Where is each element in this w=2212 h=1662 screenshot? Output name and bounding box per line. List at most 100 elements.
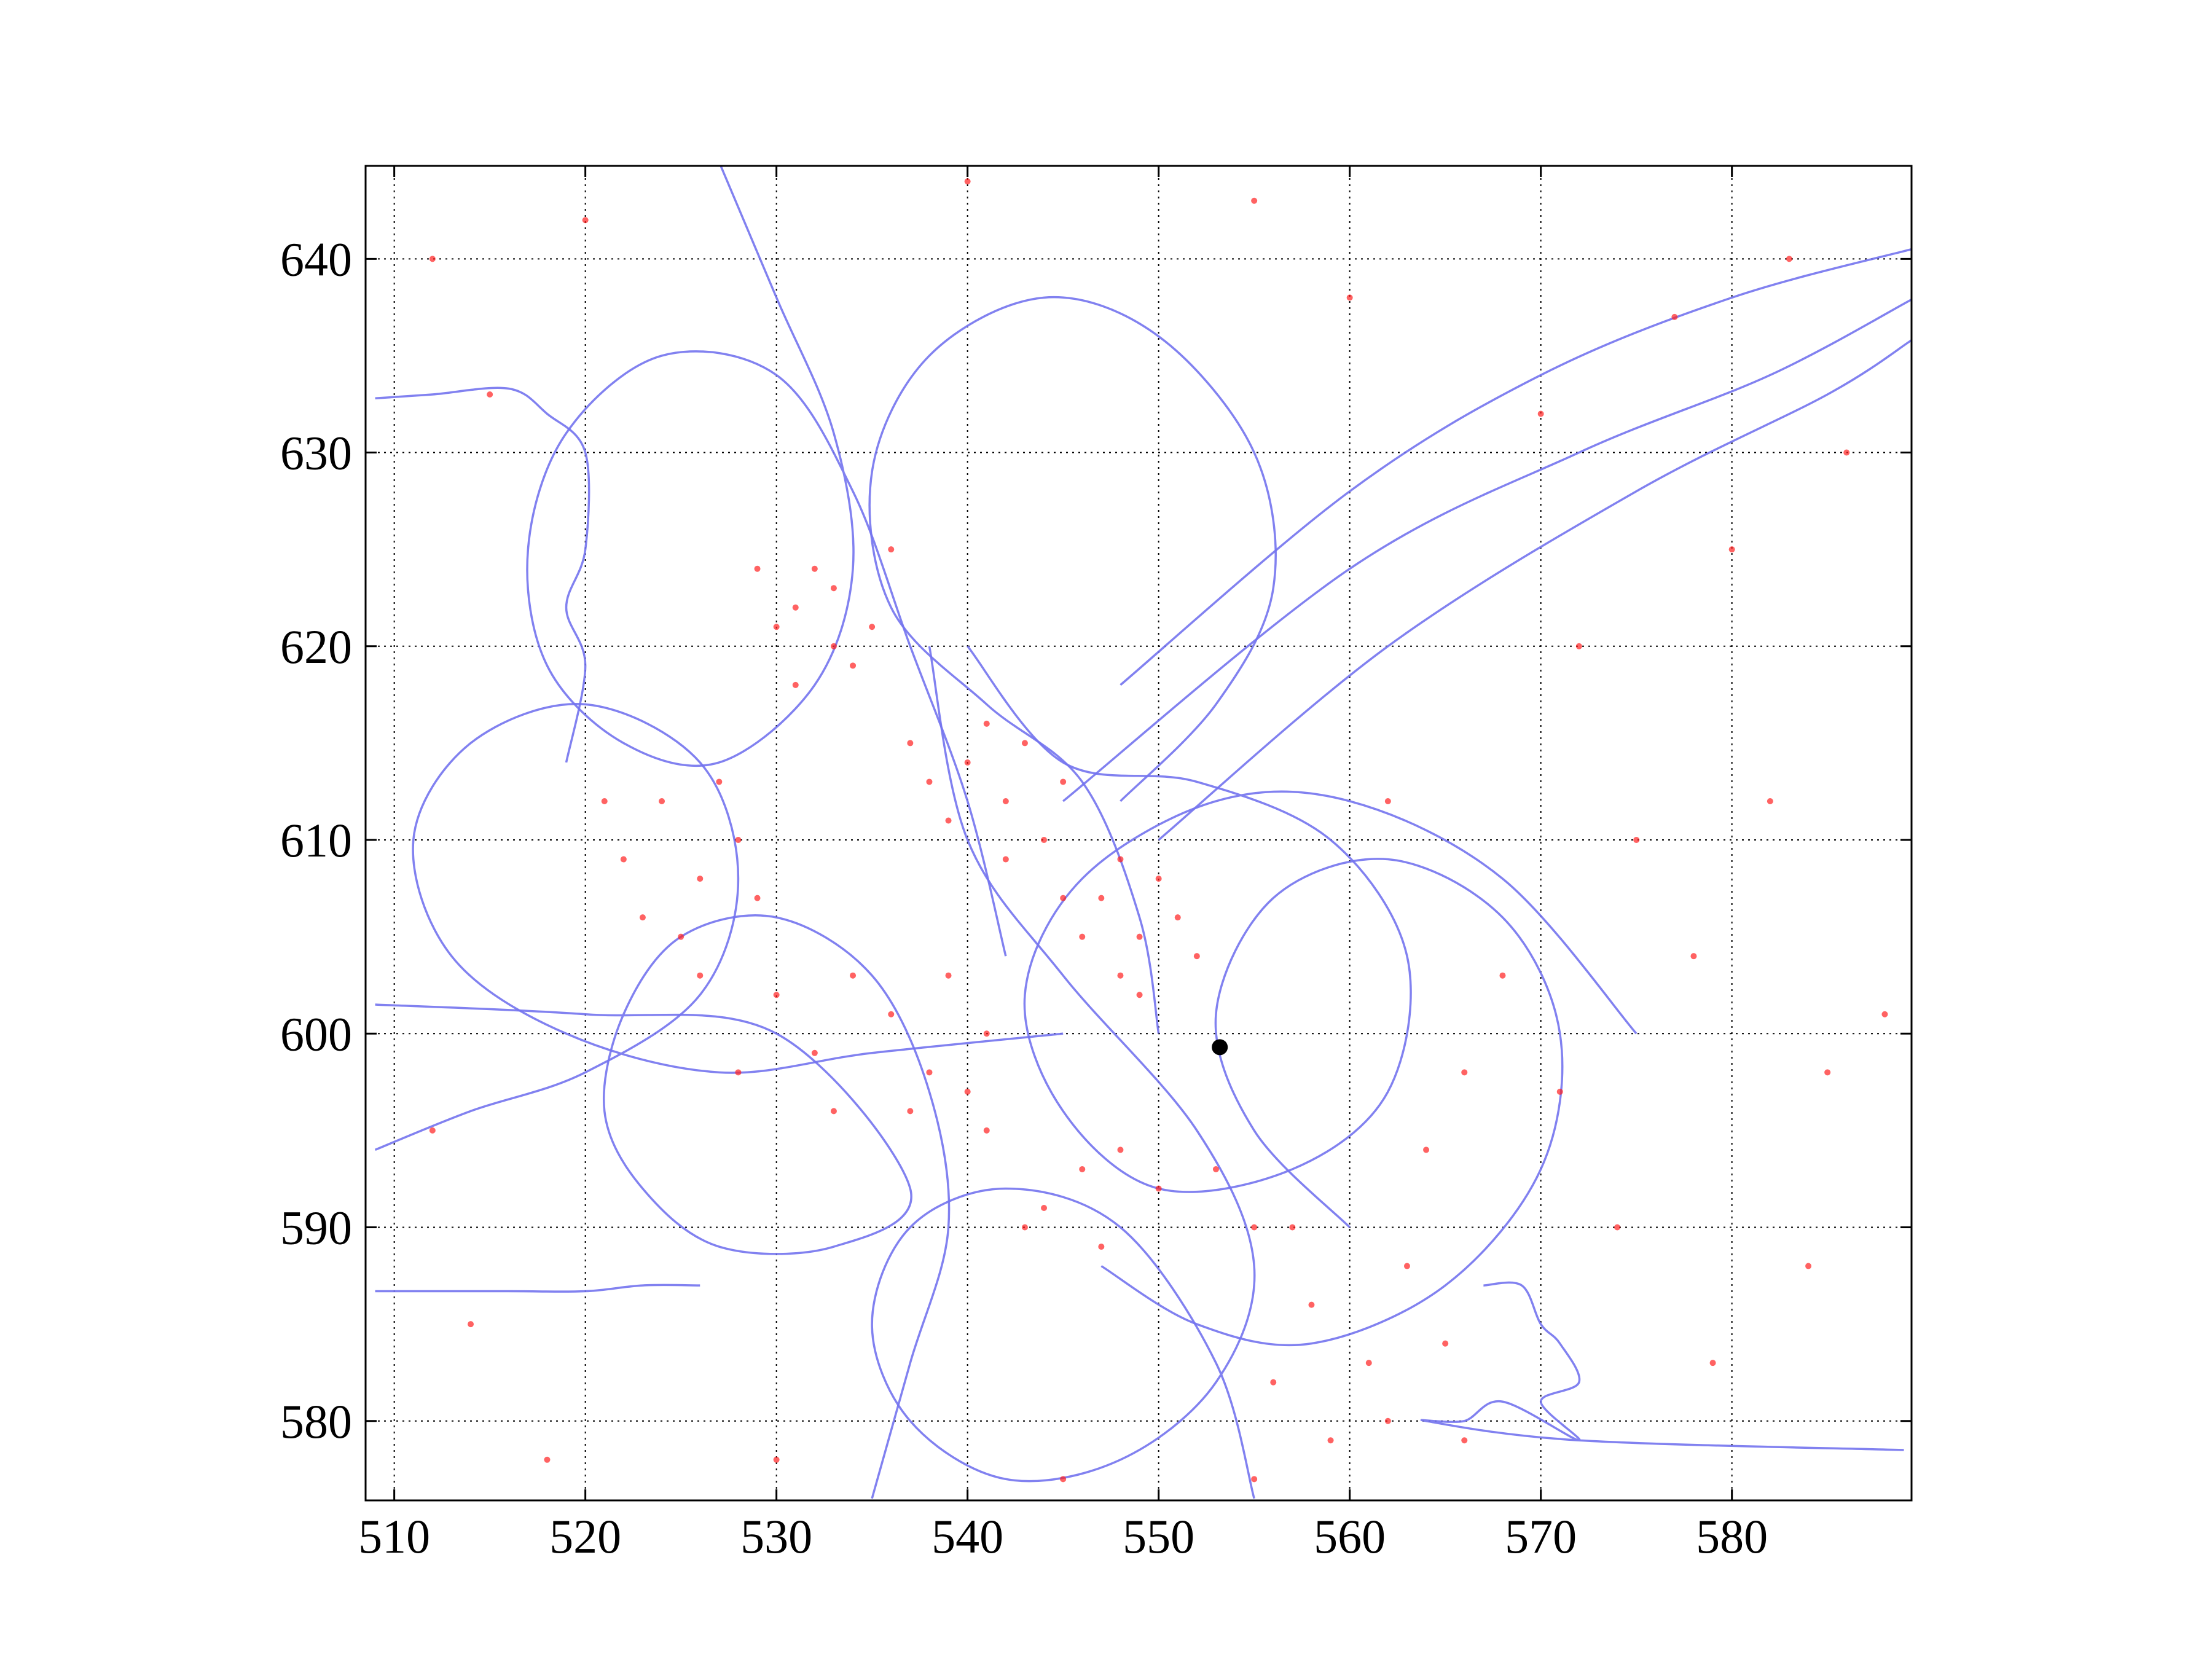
scatter-point (1098, 895, 1105, 901)
scatter-point (850, 662, 857, 669)
scatter-point (1060, 895, 1067, 901)
trajectory (375, 386, 590, 763)
trajectory (1158, 339, 1912, 841)
scatter-point (1556, 1088, 1563, 1095)
scatter-point (907, 1108, 914, 1115)
scatter-point (487, 391, 493, 398)
scatter-point (1403, 1263, 1410, 1269)
scatter-point (429, 1127, 436, 1134)
x-tick-label: 510 (358, 1510, 430, 1563)
scatter-point (1117, 856, 1124, 863)
scatter-point (830, 585, 837, 592)
trajectory (1100, 858, 1564, 1347)
scatter-point (697, 972, 704, 979)
scatter-point (1575, 643, 1582, 649)
ticks: 510 520 530 540 550 560 570 580 580 590 600 610 620 6… (280, 166, 1912, 1563)
scatter-point (811, 565, 818, 572)
scatter-point (792, 681, 799, 688)
scatter-point (792, 604, 799, 611)
scatter-point (926, 1069, 933, 1076)
scatter-point (983, 1030, 990, 1037)
x-tick-label: 540 (931, 1510, 1003, 1563)
scatter-point (639, 914, 646, 921)
trajectory (1420, 1281, 1904, 1451)
x-tick-label: 580 (1696, 1510, 1768, 1563)
x-tick-label: 550 (1123, 1510, 1194, 1563)
scatter-point (1671, 313, 1678, 320)
scatter-point (1289, 1224, 1296, 1231)
scatter-point (1155, 876, 1162, 882)
scatter-point (754, 895, 761, 901)
plot-area (374, 166, 1912, 1499)
scatter-point (1881, 1011, 1888, 1017)
scatter-point (1805, 1263, 1812, 1269)
trajectory (375, 1284, 700, 1293)
scatter-point (830, 643, 837, 649)
scatter-point (1384, 798, 1391, 804)
scatter-point (1461, 1069, 1468, 1076)
trajectory (526, 166, 1007, 957)
scatter-point (811, 1049, 818, 1056)
scatter-point (1060, 778, 1067, 785)
scatter-point (1021, 740, 1028, 747)
scatter-point (850, 972, 857, 979)
scatter-point (1365, 1360, 1372, 1366)
scatter-point (1384, 1417, 1391, 1424)
scatter-point (926, 778, 933, 785)
scatter-point (620, 856, 627, 863)
x-tick-label: 570 (1505, 1510, 1577, 1563)
scatter-point (735, 1069, 742, 1076)
scatter-point (754, 565, 761, 572)
trajectory (375, 914, 951, 1499)
scatter-point (773, 624, 780, 630)
scatter-point (735, 837, 742, 844)
scatter-point (907, 740, 914, 747)
scatter-point (1041, 1204, 1048, 1211)
scatter-point (983, 1127, 990, 1134)
grid (366, 166, 1912, 1500)
scatter-point (1002, 856, 1009, 863)
scatter-point (659, 798, 665, 804)
scatter-point (544, 1456, 551, 1463)
x-tick-label: 560 (1314, 1510, 1386, 1563)
scatter-point (1251, 1224, 1258, 1231)
scatter-point (1060, 1476, 1067, 1483)
scatter-point (1767, 798, 1773, 804)
scatter-point (601, 798, 608, 804)
trajectory (374, 703, 1064, 1151)
scatter-point (983, 720, 990, 727)
scatter-point (869, 624, 876, 630)
scatter-point (1308, 1301, 1315, 1308)
scatter-point (1117, 972, 1124, 979)
scatter-point (1136, 992, 1143, 998)
scatter-point (964, 759, 971, 766)
scatter-point (1824, 1069, 1831, 1076)
scatter-point (1327, 1437, 1334, 1444)
scatter-point (1174, 914, 1181, 921)
trajectory (1062, 298, 1912, 802)
y-tick-label: 580 (280, 1395, 352, 1448)
x-tick-label: 530 (740, 1510, 812, 1563)
scatter-point (1270, 1379, 1277, 1386)
scatter-point (582, 217, 589, 224)
scatter-point (429, 256, 436, 262)
scatter-point (964, 178, 971, 185)
x-tick-label: 520 (549, 1510, 621, 1563)
scatter-point (1499, 972, 1506, 979)
scatter-point (1079, 933, 1086, 940)
scatter-point (1690, 953, 1697, 960)
scatter-point (1614, 1224, 1621, 1231)
scatter-point (773, 992, 780, 998)
scatter-point (1212, 1166, 1219, 1172)
scatter-point (945, 817, 952, 824)
scatter-point (773, 1456, 780, 1463)
scatter-point (1728, 546, 1735, 553)
scatter-point (1251, 197, 1258, 204)
scatter-point (1193, 953, 1200, 960)
y-tick-label: 610 (280, 813, 352, 867)
trajectory (871, 646, 1256, 1499)
scatter-point (468, 1321, 474, 1328)
scatter-point (1423, 1147, 1430, 1153)
